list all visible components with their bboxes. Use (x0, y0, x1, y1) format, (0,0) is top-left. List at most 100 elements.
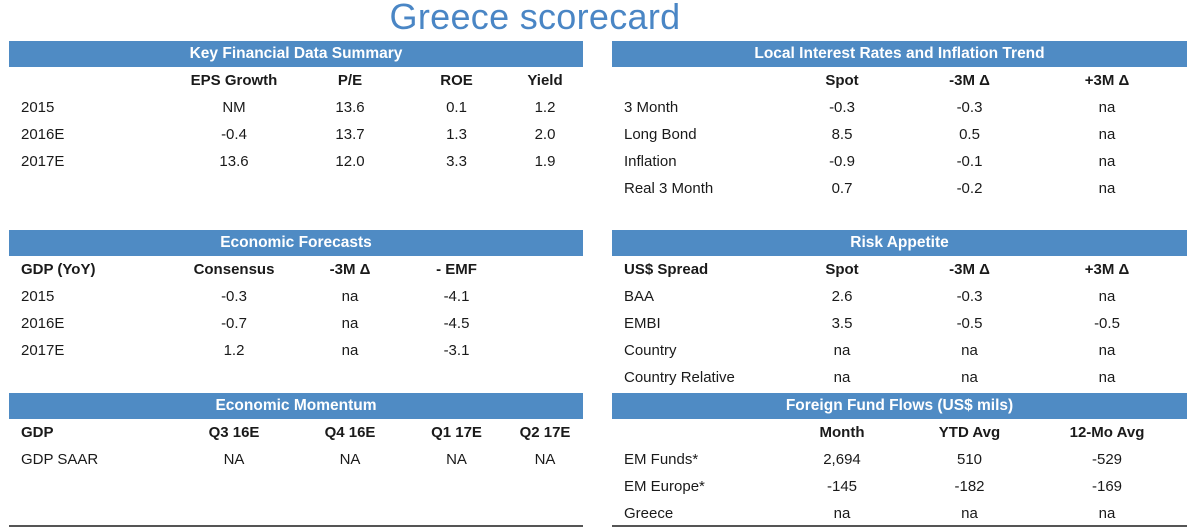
economic-forecasts-table: GDP (YoY) Consensus -3M Δ - EMF 2015 -0.… (9, 256, 583, 364)
table-cell: 2.6 (831, 288, 853, 305)
column-header: Consensus (193, 261, 275, 278)
row-label: EM Funds* (624, 451, 699, 468)
page-title: Greece scorecard (389, 0, 681, 37)
table-cell: 3.3 (446, 153, 467, 170)
local-rates-table: Spot -3M Δ +3M Δ 3 Month -0.3 -0.3 na Lo… (612, 67, 1187, 202)
panel-header: Economic Momentum (9, 393, 583, 419)
column-header: Yield (527, 72, 563, 89)
table-cell: 3.5 (831, 315, 853, 332)
row-label: 2015 (21, 99, 55, 116)
risk-appetite-table: US$ Spread Spot -3M Δ +3M Δ BAA 2.6 -0.3… (612, 256, 1187, 391)
column-header: GDP (21, 424, 54, 441)
column-header (507, 256, 583, 283)
table-cell (507, 337, 583, 364)
table-cell: -0.3 (829, 99, 855, 116)
table-cell: -169 (1091, 478, 1123, 495)
row-label: 2017E (21, 153, 65, 170)
table-cell: na (833, 342, 851, 359)
column-header: EPS Growth (190, 72, 278, 89)
column-header: +3M Δ (1084, 72, 1130, 89)
table-cell: 13.6 (219, 153, 249, 170)
row-label: BAA (624, 288, 655, 305)
table-cell: 510 (956, 451, 983, 468)
row-label: EMBI (624, 315, 661, 332)
table-cell: na (341, 315, 359, 332)
column-header (612, 67, 772, 94)
table-cell: -0.9 (829, 153, 855, 170)
table-cell: -145 (826, 478, 858, 495)
column-header: 12-Mo Avg (1069, 424, 1145, 441)
table-cell: 2.0 (534, 126, 556, 143)
column-header: Q4 16E (324, 424, 376, 441)
column-header: YTD Avg (938, 424, 1001, 441)
table-cell: NA (534, 451, 556, 468)
column-header: -3M Δ (329, 261, 371, 278)
table-cell: na (833, 505, 851, 522)
table-cell: na (1098, 505, 1116, 522)
table-cell (507, 283, 583, 310)
column-header: Q3 16E (208, 424, 260, 441)
fund-flows-table: Month YTD Avg 12-Mo Avg EM Funds* 2,694 … (612, 419, 1187, 527)
table-cell: -0.4 (221, 126, 247, 143)
column-header: +3M Δ (1084, 261, 1130, 278)
row-label: Inflation (624, 153, 677, 170)
table-cell: -0.2 (956, 180, 983, 197)
table-cell: 0.1 (446, 99, 467, 116)
table-cell: na (341, 288, 359, 305)
table-cell: NA (446, 451, 467, 468)
table-cell: -0.5 (1094, 315, 1120, 332)
table-cell: na (1098, 99, 1116, 116)
column-header: P/E (337, 72, 363, 89)
column-header: US$ Spread (624, 261, 709, 278)
table-cell: -3.1 (443, 342, 470, 359)
column-header (612, 419, 772, 446)
panel-header: Key Financial Data Summary (9, 41, 583, 67)
column-header: Spot (825, 261, 859, 278)
column-header: Q1 17E (431, 424, 482, 441)
table-cell: -182 (954, 478, 985, 495)
bottom-divider (612, 525, 1187, 527)
column-header: - EMF (436, 261, 477, 278)
column-header: -3M Δ (949, 72, 990, 89)
table-cell (507, 310, 583, 337)
table-cell: na (833, 369, 851, 386)
table-cell: 13.6 (335, 99, 365, 116)
economic-momentum-table: GDP Q3 16E Q4 16E Q1 17E Q2 17E GDP SAAR… (9, 419, 583, 473)
table-cell: 0.7 (831, 180, 853, 197)
column-header: ROE (440, 72, 473, 89)
row-label: 2017E (21, 342, 65, 359)
table-cell: -0.7 (221, 315, 247, 332)
row-label: Country (624, 342, 677, 359)
table-cell: -0.3 (221, 288, 247, 305)
row-label: GDP SAAR (21, 451, 99, 468)
table-cell: na (1098, 369, 1116, 386)
table-cell: -0.1 (956, 153, 983, 170)
row-label: 3 Month (624, 99, 679, 116)
table-cell: -529 (1091, 451, 1123, 468)
table-cell: na (1098, 288, 1116, 305)
panel-header: Risk Appetite (612, 230, 1187, 256)
table-cell: na (341, 342, 359, 359)
table-cell: na (1098, 180, 1116, 197)
table-cell: 0.5 (959, 126, 980, 143)
column-header: Spot (825, 72, 859, 89)
panel-header: Foreign Fund Flows (US$ mils) (612, 393, 1187, 419)
bottom-divider (9, 525, 583, 527)
row-label: EM Europe* (624, 478, 705, 495)
row-label: Greece (624, 505, 674, 522)
table-cell: 1.2 (223, 342, 245, 359)
table-cell: -0.3 (956, 99, 983, 116)
table-cell: -4.1 (443, 288, 470, 305)
row-label: 2016E (21, 315, 65, 332)
table-cell: NM (222, 99, 246, 116)
row-label: Real 3 Month (624, 180, 714, 197)
fund-flows-panel: Foreign Fund Flows (US$ mils) Month YTD … (612, 393, 1187, 527)
table-cell: -0.5 (956, 315, 983, 332)
table-cell: na (961, 505, 978, 522)
table-cell: na (1098, 126, 1116, 143)
table-cell: 13.7 (335, 126, 365, 143)
economic-forecasts-panel: Economic Forecasts GDP (YoY) Consensus -… (9, 230, 583, 364)
risk-appetite-panel: Risk Appetite US$ Spread Spot -3M Δ +3M … (612, 230, 1187, 391)
column-header: Month (819, 424, 865, 441)
table-cell: 8.5 (831, 126, 853, 143)
